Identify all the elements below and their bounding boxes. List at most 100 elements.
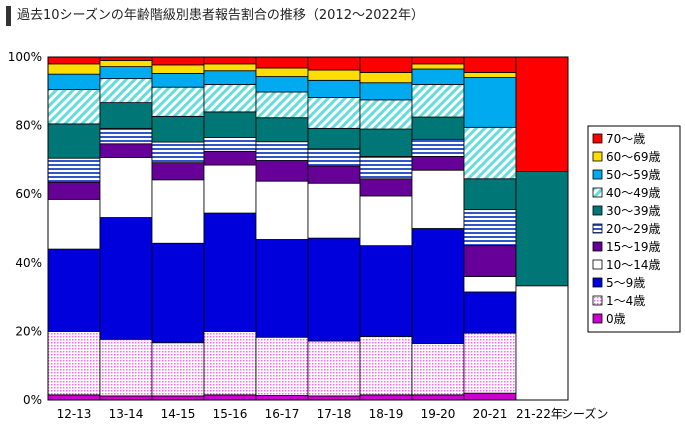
bar-segment-16-17-8 [255, 76, 309, 93]
bar-segment-17-18-8 [307, 79, 361, 98]
bar-segment-16-17-3 [255, 180, 309, 240]
bar-segment-19-20-5 [411, 138, 465, 157]
bar-segment-16-17-5 [255, 141, 309, 161]
bar-segment-19-20-0 [411, 394, 465, 401]
bar-segment-18-19-1 [359, 336, 413, 396]
bar-segment-15-16-5 [203, 137, 257, 152]
bar-segment-13-14-9 [99, 60, 153, 68]
legend-label: 50～59歳 [606, 168, 661, 182]
x-tick-label: 20-21 [473, 407, 508, 421]
bar-segment-15-16-7 [203, 84, 257, 113]
legend-box [587, 125, 681, 333]
x-tick-label: 17-18 [317, 407, 352, 421]
bar-segment-12-13-9 [47, 63, 101, 75]
x-tick-label: 18-19 [369, 407, 404, 421]
x-tick-label: 16-17 [265, 407, 300, 421]
bar-segment-19-20-4 [411, 156, 465, 171]
bar-segment-17-18-7 [307, 97, 361, 129]
bar-segment-15-16-4 [203, 150, 257, 166]
bar-segment-15-16-1 [203, 330, 257, 396]
legend-swatch [592, 295, 603, 306]
legend-swatch [592, 241, 603, 252]
x-tick-label: 19-20 [421, 407, 456, 421]
bar-segment-12-13-7 [47, 89, 101, 125]
bar-segment-19-20-1 [411, 343, 465, 396]
y-tick-label: 0% [23, 393, 42, 407]
bar-segment-18-19-9 [359, 72, 413, 84]
bar-segment-17-18-0 [307, 395, 361, 401]
bar-segment-15-16-3 [203, 164, 257, 214]
bar-segment-14-15-5 [151, 141, 205, 164]
legend-swatch [592, 277, 603, 288]
bar-segment-18-19-0 [359, 394, 413, 401]
y-tick-label: 100% [8, 50, 42, 64]
bar-segment-14-15-1 [151, 342, 205, 397]
bar-segment-13-14-5 [99, 127, 153, 145]
legend-label: 0歳 [606, 312, 626, 326]
legend-swatch [592, 169, 603, 180]
bar-segment-12-13-4 [47, 181, 101, 200]
bar-segment-16-17-7 [255, 91, 309, 119]
bar-segment-20-21-4 [463, 245, 517, 277]
y-tick-label: 20% [15, 324, 42, 338]
legend-swatch [592, 133, 603, 144]
bar-segment-13-14-10 [99, 56, 153, 61]
bar-segment-17-18-9 [307, 69, 361, 81]
y-axis: 0% 20% 40% 60% 80% 100% [8, 50, 42, 407]
bar-segment-16-17-0 [255, 395, 309, 401]
bar-segment-12-13-1 [47, 330, 101, 396]
bar-segment-19-20-10 [411, 56, 465, 65]
bar-segment-16-17-6 [255, 117, 309, 143]
bar-segment-14-15-10 [151, 56, 205, 66]
bar-segment-17-18-10 [307, 56, 361, 71]
bar-segment-20-21-6 [463, 178, 517, 211]
bar-segment-13-14-2 [99, 217, 153, 340]
legend: 70～歳 60～69歳 50～59歳 40～49歳 30～39歳 20～29歳 15～19歳… [587, 125, 681, 333]
bar-segment-15-16-2 [203, 212, 257, 332]
bar-segment-14-15-2 [151, 242, 205, 344]
bar-segment-15-16-8 [203, 70, 257, 85]
legend-swatch [592, 151, 603, 162]
bar-segment-15-16-10 [203, 56, 257, 65]
legend-swatch [592, 187, 603, 198]
bar-segment-19-20-3 [411, 169, 465, 229]
bar-segment-21-22年-3 [515, 285, 569, 401]
bar-segment-18-19-5 [359, 156, 413, 180]
bar-segment-20-21-3 [463, 276, 517, 293]
bar-segment-20-21-7 [463, 126, 517, 180]
bars [47, 56, 569, 401]
bar-segment-15-16-0 [203, 394, 257, 401]
bar-segment-20-21-0 [463, 392, 517, 401]
bar-segment-18-19-2 [359, 245, 413, 337]
bar-segment-19-20-6 [411, 116, 465, 140]
bar-segment-19-20-8 [411, 68, 465, 85]
bar-segment-19-20-9 [411, 63, 465, 70]
bar-segment-15-16-6 [203, 111, 257, 139]
bar-segment-13-14-8 [99, 66, 153, 80]
bar-segment-14-15-3 [151, 179, 205, 244]
chart-title: 過去10シーズンの年齢階級別患者報告割合の推移（2012〜2022年） [6, 6, 424, 26]
bar-segment-16-17-2 [255, 239, 309, 338]
bar-segment-18-19-6 [359, 128, 413, 157]
bar-segment-12-13-2 [47, 248, 101, 332]
bar-segment-20-21-1 [463, 332, 517, 394]
y-tick-label: 40% [15, 256, 42, 270]
legend-label: 5～9歳 [606, 276, 645, 290]
bar-segment-14-15-6 [151, 115, 205, 143]
bar-segment-14-15-9 [151, 64, 205, 74]
legend-swatch [592, 223, 603, 234]
bar-segment-14-15-7 [151, 86, 205, 117]
x-tick-label: 15-16 [213, 407, 248, 421]
bar-segment-13-14-4 [99, 143, 153, 158]
bar-segment-15-16-9 [203, 63, 257, 72]
x-axis: 12-13 13-14 14-15 15-16 16-17 17-18 18-19 19-20… [57, 406, 609, 421]
legend-label: 70～歳 [606, 132, 645, 146]
bar-segment-12-13-10 [47, 56, 101, 65]
bar-segment-17-18-6 [307, 127, 361, 150]
bar-segment-14-15-8 [151, 73, 205, 88]
bar-segment-20-21-5 [463, 209, 517, 247]
bar-segment-16-17-10 [255, 56, 309, 69]
bar-segment-18-19-4 [359, 178, 413, 197]
bar-segment-21-22年-6 [515, 171, 569, 287]
